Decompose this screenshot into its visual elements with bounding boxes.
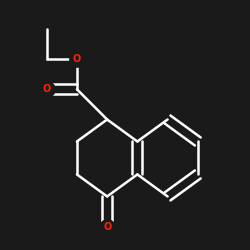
Text: O: O xyxy=(42,84,51,94)
Text: O: O xyxy=(73,54,81,64)
Text: O: O xyxy=(103,222,111,232)
